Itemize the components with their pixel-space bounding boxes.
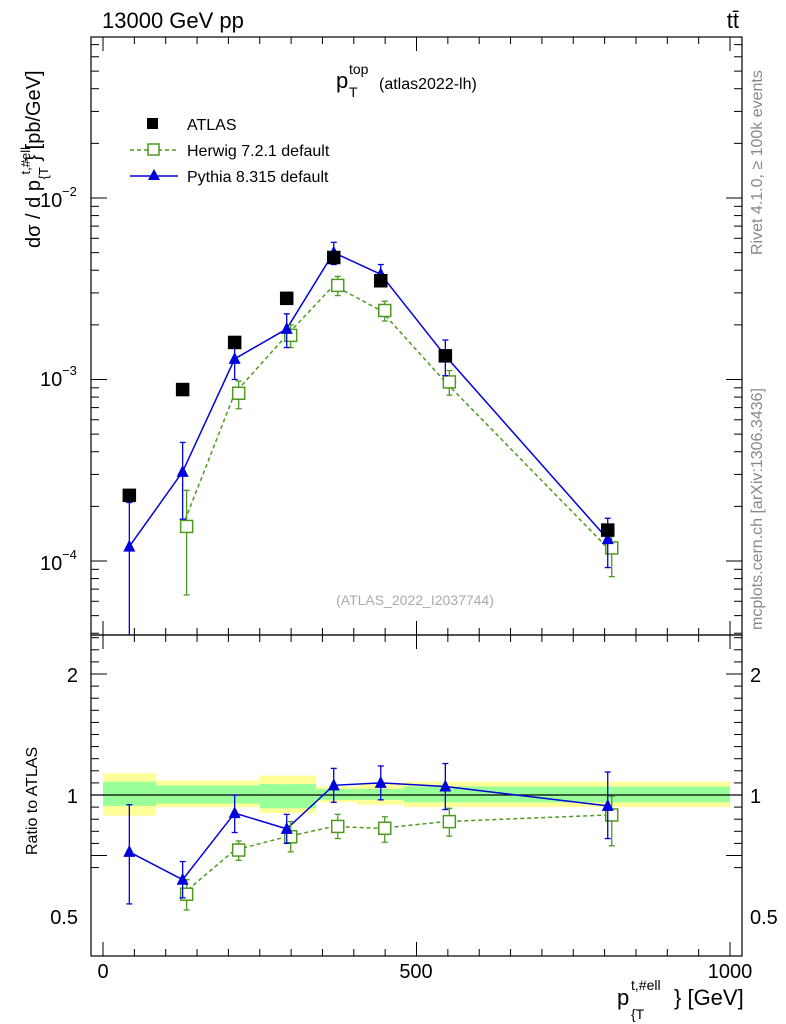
pythia-ratio-point [601,798,614,811]
x-tick-label-0: 0 [97,961,108,983]
pythia-point [280,321,293,334]
herwig-point [330,278,345,293]
x-axis-label: p t,#ell {T } [GeV] [617,977,744,1022]
ratio-band-inner [103,781,157,806]
atlas-point [279,291,294,306]
y-axis-label-main-base: dσ / d p t,#ell {T } [pb/GeV] [13,70,53,248]
atlas-point [122,488,137,503]
legend-marker-herwig [147,143,160,156]
pythia-point [123,539,136,552]
y-tick-label-1e-3-exp: −3 [62,363,77,378]
rivet-label: Rivet 4.1.0, ≥ 100k events [749,70,766,255]
ratio-tick-label-05-left: 0.5 [50,907,78,929]
legend-label-pythia: Pythia 8.315 default [187,169,329,186]
y-tick-label-1e-2-base: 10 [40,190,62,212]
pythia-ratio-point [439,779,452,792]
ratio-tick-label-2-right: 2 [750,665,761,687]
energy-label: 13000 GeV pp [102,8,244,33]
herwig-ratio-line [182,814,608,895]
atlas-point [374,274,388,288]
ratio-bands [103,773,730,816]
herwig-point [378,303,392,318]
axis-ticks [91,37,742,956]
x-tick-label-1000: 1000 [708,961,753,983]
ratio-tick-label-1-right: 1 [750,786,761,808]
y-axis-label-main-suffix: } [pb/GeV] [23,70,45,161]
main-plot-marks [122,241,619,635]
atlas-point [326,250,341,265]
herwig-point [231,386,246,400]
y-axis-label-main-sup: t,#ell [18,147,33,175]
y-tick-label-1e-2-exp: −2 [62,184,77,199]
y-tick-label-1e-4-base: 10 [40,553,62,575]
ratio-band-inner [156,785,210,804]
plot-title-suffix: (atlas2022-lh) [379,76,477,93]
y-axis-label-ratio: Ratio to ATLAS [24,747,41,855]
y-tick-label-1e-4-exp: −4 [62,547,77,562]
pythia-ratio-point [228,806,241,819]
herwig-ratio-point [442,814,457,829]
ratio-tick-label-2-left: 2 [67,665,78,687]
mcplots-label: mcplots.cern.ch [arXiv:1306.3436] [749,388,766,630]
x-axis-label-sup: t,#ell [631,977,661,993]
y-tick-label-1e-3-base: 10 [40,369,62,391]
legend-label-atlas: ATLAS [187,117,237,134]
pythia-point [228,351,241,364]
pythia-ratio-point [176,872,189,885]
ratio-band-inner [259,784,317,809]
y-axis-label-main: dσ / d p t,#ell {T } [pb/GeV] [13,70,53,248]
atlas-point [438,349,453,363]
herwig-ratio-point [378,821,392,836]
x-axis-label-suffix: } [GeV] [674,985,744,1010]
ratio-band-inner [316,788,357,800]
plot-title-sup: top [349,61,369,77]
pythia-point [176,464,189,477]
ratio-tick-label-05-right: 0.5 [750,907,778,929]
y-tick-label-1e-2: 10 −2 [40,184,77,212]
plot-title-main: p [336,68,348,93]
x-tick-label-500: 500 [399,961,432,983]
plot-title: p top T (atlas2022-lh) [336,61,477,100]
atlas-point [175,382,190,397]
y-tick-label-1e-3: 10 −3 [40,363,77,391]
atlas-point [227,335,242,350]
pythia-ratio-line [128,782,608,881]
herwig-ratio-point [231,843,246,857]
legend-marker-atlas [147,118,158,129]
x-axis-label-base: p [617,985,629,1010]
y-axis-label-main-sub: {T [36,167,51,179]
legend: ATLAS Herwig 7.2.1 default Pythia 8.315 … [130,117,330,186]
pythia-ratio-point [327,778,340,791]
ratio-plot-marks [123,762,619,911]
y-axis-label-main-text: dσ / d p [23,180,45,248]
legend-marker-pythia [148,169,160,180]
herwig-point [179,519,194,534]
plot-title-sub: T [349,84,358,100]
process-label: tt̄ [727,8,739,33]
herwig-ratio-point [330,819,345,834]
analysis-id: (ATLAS_2022_I2037744) [336,592,494,608]
legend-label-herwig: Herwig 7.2.1 default [187,143,330,160]
pythia-ratio-point [374,775,387,788]
y-tick-label-1e-4: 10 −4 [40,547,77,575]
herwig-line [181,284,609,549]
pythia-point [601,532,614,545]
herwig-point [442,375,457,389]
pythia-line [128,251,609,548]
x-axis-label-sub: {T [631,1006,645,1022]
atlas-point [600,523,615,537]
pythia-ratio-point [123,844,136,857]
ratio-tick-label-1-left: 1 [67,786,78,808]
pythia-ratio-point [280,821,293,834]
